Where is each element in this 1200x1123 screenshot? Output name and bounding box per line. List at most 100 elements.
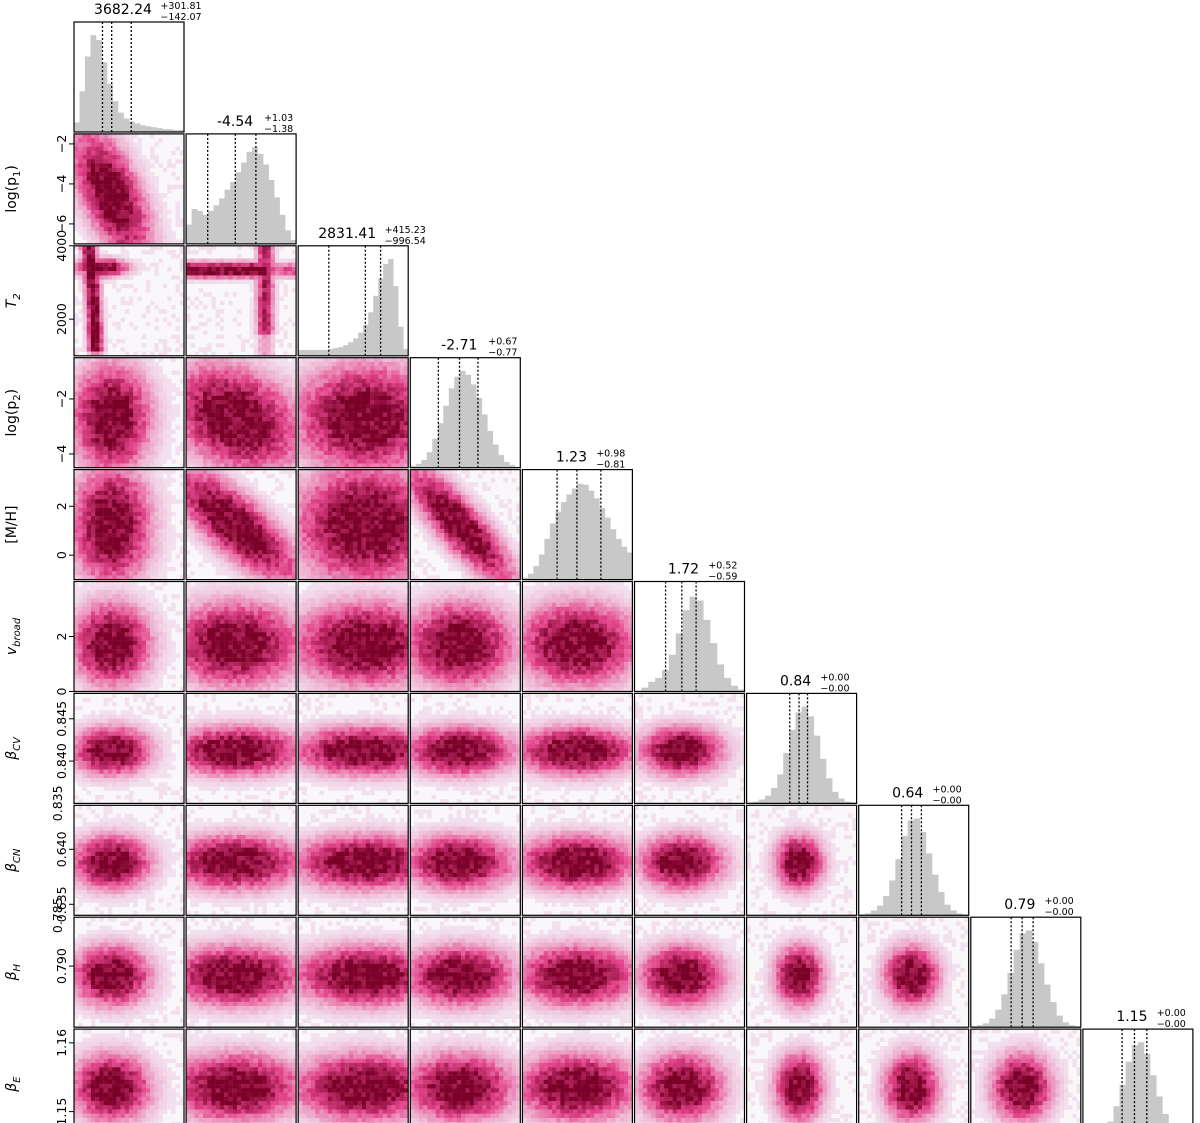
title-minus-T2: −996.54 — [385, 236, 426, 247]
density-panel-T2-bCN — [298, 805, 408, 915]
hist-bar-bCV-3 — [765, 796, 771, 804]
hist-bar-bCN-2 — [871, 910, 877, 915]
hist-bar-vbroad-5 — [669, 655, 676, 692]
hist-bar-MH-16 — [610, 529, 616, 579]
hist-bar-T2-20 — [398, 327, 403, 356]
hist-bar-T2-8 — [338, 347, 343, 356]
hist-bar-MH-8 — [566, 494, 572, 579]
hist-bar-logp2-4 — [432, 439, 438, 468]
ytick-label-logp2-1: −2 — [54, 390, 69, 408]
ylabel-bH: βH — [4, 963, 23, 981]
density-panel-T2-MH — [298, 470, 408, 580]
hist-bar-T1-10 — [129, 121, 135, 132]
hist-bar-logp1-16 — [274, 197, 280, 243]
hist-bar-bCN-9 — [914, 819, 920, 916]
hist-bar-logp1-12 — [252, 147, 258, 244]
hist-bar-bCN-13 — [938, 892, 944, 915]
hist-bar-bH-11 — [1038, 963, 1044, 1027]
density-panel-T1-logp1 — [74, 134, 184, 244]
hist-bar-T1-11 — [135, 123, 141, 132]
hist-bar-T2-0 — [298, 350, 303, 356]
title-plus-logp2: +0.67 — [488, 337, 517, 348]
hist-bar-T2-12 — [358, 333, 363, 356]
ytick-top-bH: 0.785 — [50, 897, 65, 933]
ytick-label-MH-1: 2 — [54, 502, 69, 510]
ylabel-bCN: βCN — [4, 848, 23, 873]
hist-bar-T2-11 — [353, 338, 358, 355]
hist-bar-logp2-10 — [465, 375, 471, 468]
ylabel-MH: [M/H] — [4, 505, 20, 543]
hist-bar-bE-11 — [1150, 1075, 1156, 1123]
hist-bar-T1-5 — [102, 62, 108, 132]
hist-bar-T1-0 — [74, 122, 80, 132]
hist-bar-logp1-17 — [280, 215, 286, 244]
hist-bar-T1-3 — [91, 35, 97, 132]
hist-bar-T2-4 — [318, 350, 323, 356]
density-panel-bCV-bE — [747, 1029, 857, 1123]
hist-bar-T2-1 — [303, 350, 308, 356]
hist-bar-bE-5 — [1113, 1106, 1119, 1123]
ytick-label-logp1-2: −2 — [54, 135, 69, 153]
hist-bar-logp1-6 — [219, 198, 225, 243]
hist-bar-bCV-15 — [838, 799, 844, 804]
density-panel-logp2-bE — [410, 1029, 520, 1123]
density-panel-logp1-MH — [186, 470, 296, 580]
density-panel-logp1-bH — [186, 917, 296, 1027]
hist-bar-vbroad-7 — [683, 610, 690, 691]
hist-bar-T2-15 — [373, 296, 378, 356]
ytick-label-bCN-1: 0.640 — [54, 831, 69, 867]
hist-bar-bCV-12 — [820, 759, 826, 804]
ytick-label-bCV-1: 0.845 — [54, 701, 69, 737]
density-panel-logp2-bCV — [410, 693, 520, 803]
hist-bar-bH-3 — [989, 1018, 995, 1027]
ytick-label-T2-1: 4000 — [54, 230, 69, 262]
density-panel-MH-bH — [522, 917, 632, 1027]
ytick-label-vbroad-0: 0 — [54, 687, 69, 695]
title-plus-MH: +0.98 — [596, 449, 625, 460]
title-T1: 3682.24 — [94, 2, 152, 18]
hist-bar-T1-8 — [118, 113, 124, 132]
hist-bar-MH-4 — [544, 539, 550, 580]
density-panel-T1-bCV — [74, 693, 184, 803]
hist-bar-MH-6 — [555, 512, 561, 580]
hist-bar-bCN-11 — [926, 853, 932, 915]
hist-bar-bCN-5 — [889, 880, 895, 915]
ytick-label-MH-0: 0 — [54, 551, 69, 559]
hist-bar-vbroad-14 — [731, 686, 738, 692]
title-bH: 0.79 — [1004, 897, 1035, 913]
hist-bar-T2-3 — [313, 350, 318, 356]
hist-panel-logp1: -4.54 +1.03−1.38 — [186, 113, 296, 244]
hist-bar-MH-15 — [605, 518, 611, 580]
title-T2: 2831.41 — [318, 226, 376, 242]
hist-bar-MH-10 — [577, 484, 583, 580]
hist-panel-T1: 3682.24 +301.81−142.07 — [74, 1, 202, 132]
hist-panel-vbroad: 1.72 +0.52−0.59 — [635, 561, 745, 692]
density-panel-T1-bCN — [74, 805, 184, 915]
hist-bar-logp2-6 — [443, 406, 449, 468]
density-panel-vbroad-bCN — [635, 805, 745, 915]
hist-bar-logp1-0 — [186, 225, 192, 244]
hist-bar-MH-5 — [550, 523, 556, 579]
ytick-label-logp2-0: −4 — [54, 445, 69, 463]
title-minus-MH: −0.81 — [596, 460, 625, 471]
hist-bar-logp1-11 — [247, 152, 253, 244]
hist-bar-logp1-10 — [241, 163, 247, 244]
hist-bar-bCV-4 — [771, 788, 777, 803]
hist-bar-T1-1 — [80, 91, 86, 132]
density-panel-logp2-MH — [410, 470, 520, 580]
ylabel-logp1: log(p1) — [4, 165, 23, 213]
title-minus-logp2: −0.77 — [488, 348, 517, 359]
ytick-label-vbroad-1: 2 — [54, 633, 69, 641]
hist-bar-bH-13 — [1050, 1002, 1056, 1027]
hist-bar-logp2-15 — [493, 444, 499, 467]
hist-bar-T2-9 — [343, 345, 348, 356]
title-minus-T1: −142.07 — [160, 12, 201, 23]
ytick-label-bCV-0: 0.840 — [54, 743, 69, 779]
hist-bar-logp1-7 — [225, 190, 231, 244]
hist-bar-logp2-11 — [471, 384, 477, 467]
density-panel-bCV-bH — [747, 917, 857, 1027]
hist-bar-bH-15 — [1062, 1022, 1068, 1027]
hist-bar-bCN-4 — [883, 896, 889, 915]
hist-bar-logp2-12 — [476, 398, 482, 468]
